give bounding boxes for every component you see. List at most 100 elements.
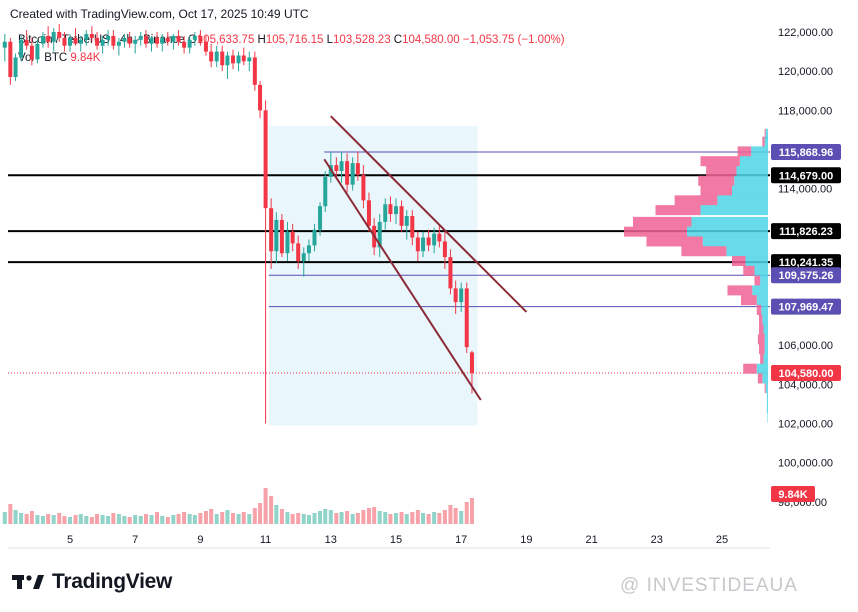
volume-profile-sell-bar: [727, 285, 753, 296]
volume-bar: [459, 511, 464, 524]
volume-bar: [306, 515, 311, 524]
candle-body: [51, 32, 56, 42]
volume-profile-buy-bar: [764, 334, 768, 345]
volume-bar: [160, 516, 165, 524]
candle-body: [241, 55, 246, 62]
volume-bar: [89, 517, 94, 524]
volume-profile-sell-bar: [762, 136, 765, 147]
candle-body: [24, 39, 29, 46]
candle-body: [247, 57, 252, 62]
volume-profile-sell-bar: [760, 353, 764, 364]
price-tag-box: [771, 223, 841, 240]
volume-tag-box: [771, 486, 815, 502]
y-axis-tick-label: 118,000.00: [778, 105, 832, 117]
volume-bar: [127, 517, 132, 524]
volume-bar: [68, 517, 72, 524]
candle-body: [339, 161, 344, 171]
volume-bar: [274, 505, 279, 524]
volume-bar: [57, 513, 62, 524]
volume-bar: [116, 514, 121, 524]
x-axis-tick-label: 19: [520, 534, 532, 546]
volume-bar: [143, 514, 148, 524]
author-watermark: @ INVESTIDEAUA: [620, 575, 798, 596]
volume-bar: [464, 502, 469, 524]
volume-bar: [366, 508, 371, 524]
volume-bar: [198, 513, 203, 524]
volume-bar: [192, 515, 197, 524]
volume-bar: [355, 513, 360, 524]
volume-profile-buy-bar: [762, 314, 768, 325]
volume-profile-buy-bar: [766, 402, 768, 413]
candle-body: [133, 39, 138, 44]
candle-body: [366, 200, 371, 226]
volume-bar: [410, 512, 415, 524]
x-axis-tick-label: 11: [260, 534, 271, 546]
volume-bar: [323, 509, 328, 524]
candle-body: [312, 229, 317, 246]
volume-bar: [209, 509, 214, 524]
candle-body: [285, 231, 290, 254]
volume-bar: [285, 512, 290, 524]
candle-body: [198, 35, 203, 42]
volume-profile-sell-bar: [646, 236, 703, 247]
volume-bar: [426, 514, 431, 524]
y-axis-tick-label: 104,000.00: [778, 379, 833, 391]
tradingview-brand[interactable]: TradingView: [12, 570, 172, 594]
candle-body: [345, 161, 350, 185]
wedge-trendline: [330, 115, 528, 313]
volume-bar: [345, 511, 350, 524]
candle-body: [8, 41, 13, 78]
candle-body: [160, 37, 165, 44]
candle-body: [279, 219, 284, 254]
candle-body: [415, 237, 420, 252]
candle-body: [84, 33, 89, 40]
candle-body: [453, 288, 458, 303]
candle-body: [155, 37, 160, 44]
volume-bar: [442, 510, 447, 524]
candle-body: [214, 51, 219, 62]
chart-credit: Created with TradingView.com, Oct 17, 20…: [10, 7, 309, 21]
candle-body: [182, 41, 187, 48]
volume-bar: [46, 514, 51, 524]
volume-profile-buy-bar: [739, 156, 768, 167]
price-tag-box: [771, 267, 841, 284]
price-chart[interactable]: 122,000.00120,000.00118,000.00116,000.00…: [0, 0, 858, 560]
candle-body: [138, 35, 143, 40]
y-axis-tick-label: 102,000.00: [778, 419, 833, 431]
volume-bar: [19, 513, 24, 524]
candle-body: [394, 206, 398, 215]
y-axis-tick-label: 114,000.00: [778, 184, 832, 196]
volume-profile-buy-bar: [764, 136, 768, 147]
candle-body: [306, 245, 311, 254]
volume-profile-buy-bar: [762, 373, 768, 384]
candle-body: [323, 176, 328, 207]
volume-bar: [122, 516, 127, 524]
volume-profile-sell-bar: [756, 304, 762, 315]
candle-body: [448, 257, 453, 289]
price-tag-label: 109,575.26: [778, 270, 833, 282]
low-value: 103,528.23: [333, 34, 391, 46]
candle-body: [116, 41, 121, 46]
volume-profile-sell-bar: [757, 334, 765, 345]
candle-body: [220, 51, 225, 66]
volume-profile-sell-bar: [655, 205, 701, 216]
volume-profile-buy-bar: [754, 265, 768, 276]
volume-profile-sell-bar: [674, 195, 718, 206]
candle-body: [127, 37, 132, 44]
candle-body: [176, 35, 181, 42]
close-value: 104,580.00: [402, 34, 460, 46]
volume-bar: [51, 515, 56, 524]
candle-body: [252, 57, 257, 85]
volume-bar: [214, 514, 219, 524]
volume-profile-buy-bar: [734, 175, 768, 186]
close-label: C: [393, 34, 403, 46]
volume-bar: [404, 514, 409, 524]
volume-profile-sell-bar: [757, 373, 763, 384]
y-axis-tick-label: 120,000.00: [778, 66, 833, 78]
price-tag-box: [771, 254, 841, 271]
volume-bar: [155, 512, 160, 524]
high-label: H: [257, 34, 266, 46]
price-tag-box: [771, 167, 841, 184]
volume-bar: [301, 514, 306, 524]
volume-bar: [29, 511, 34, 524]
